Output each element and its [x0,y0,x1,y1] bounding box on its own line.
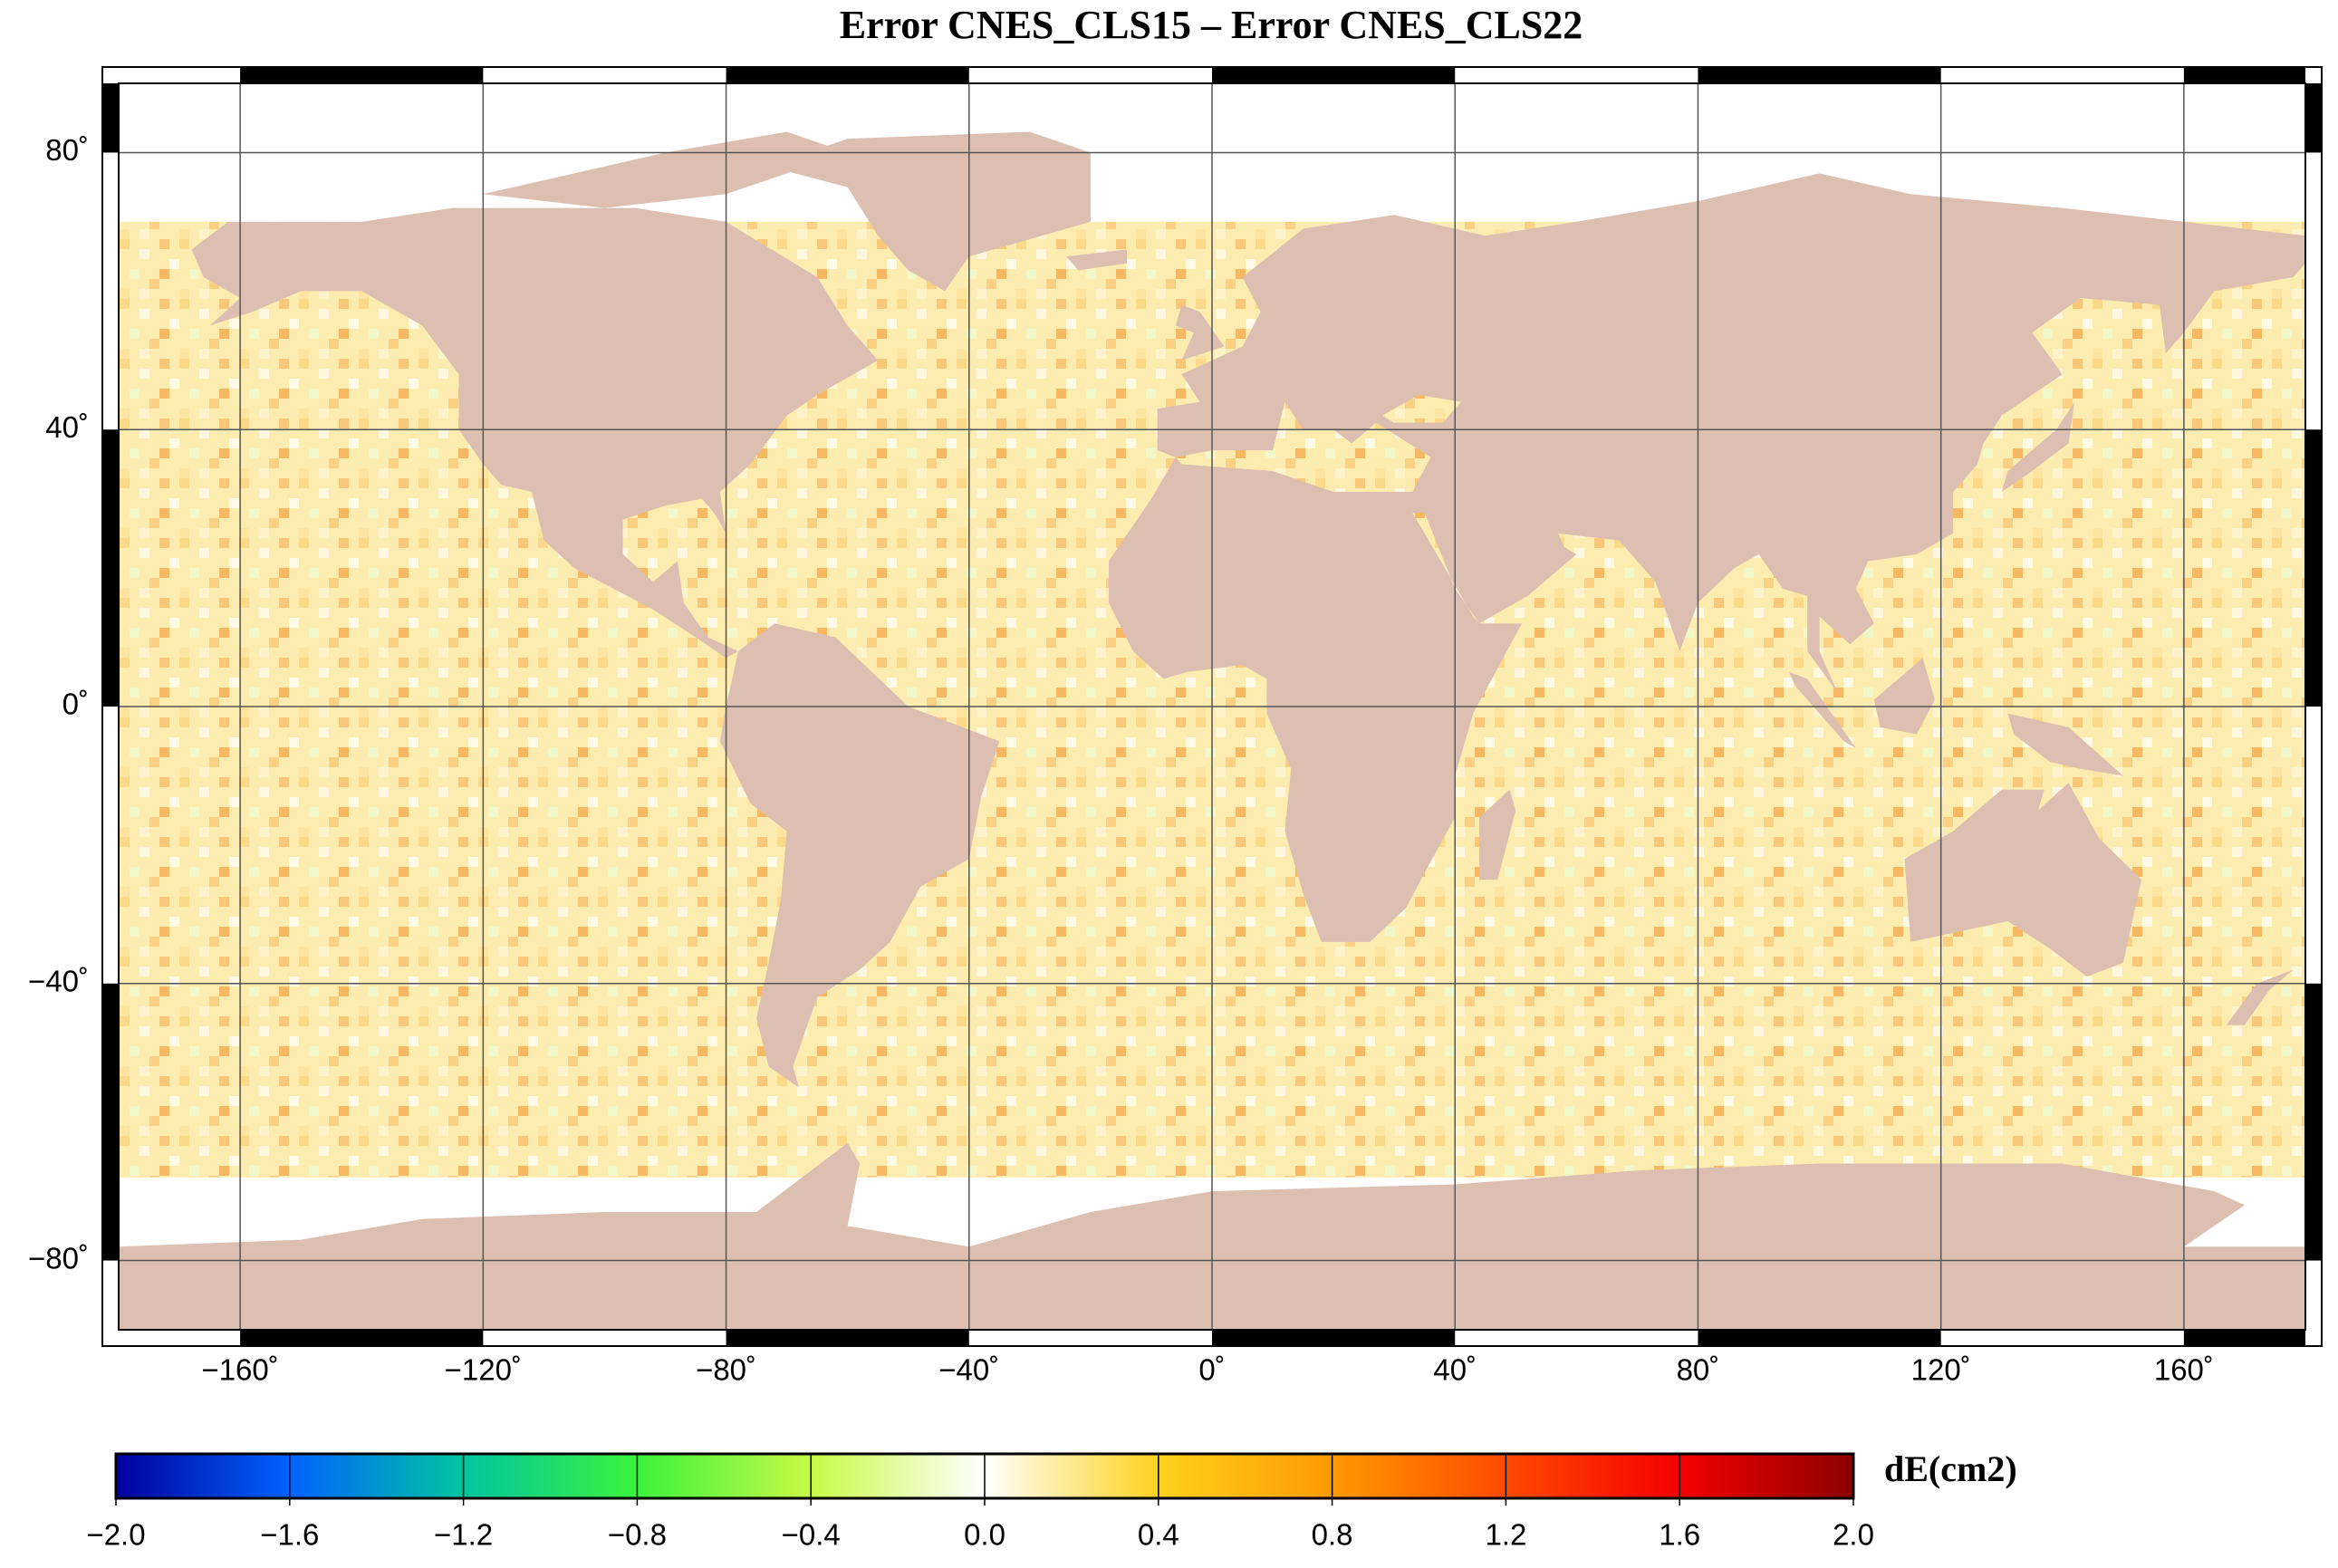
frame-band [240,1330,484,1346]
frame-band [240,67,484,83]
x-tick-label: −120˚ [445,1353,522,1387]
land [1873,658,1935,735]
colorbar-tick-label: 0.4 [1138,1518,1179,1552]
colorbar-label: dE(cm2) [1884,1448,2017,1489]
frame-band [2305,983,2322,1261]
frame-band [2305,429,2322,707]
y-tick-label: 0˚ [63,688,89,721]
frame-band [102,983,119,1261]
colorbar-tick-label: −1.6 [260,1518,319,1552]
land [1066,249,1128,271]
colorbar-tick-label: 1.6 [1659,1518,1700,1552]
colorbar-tick-label: −0.4 [782,1518,841,1552]
sea [1175,401,1431,493]
colorbar-tick-label: −2.0 [86,1518,145,1552]
sea [1412,512,1480,624]
x-tick-label: 120˚ [1911,1353,1971,1387]
map-title: Error CNES_CLS15 – Error CNES_CLS22 [840,3,1583,47]
frame-band [1212,1330,1456,1346]
x-tick-label: 160˚ [2154,1353,2214,1387]
y-tick-label: 80˚ [45,133,89,167]
frame-band [1212,67,1456,83]
land [1904,783,2141,977]
land [483,131,848,208]
x-tick-label: −80˚ [696,1353,756,1387]
colorbar-tick-label: 1.2 [1485,1518,1526,1552]
land [191,207,879,659]
colorbar-tick-label: −0.8 [608,1518,667,1552]
sea [1381,395,1461,423]
land [768,131,1091,292]
frame-band [102,429,119,707]
frame-band [2183,67,2305,83]
colorbar-tick-label: 0.8 [1312,1518,1353,1552]
frame-band [1698,67,1941,83]
x-tick-label: 0˚ [1198,1353,1225,1387]
frame-band [2183,1330,2305,1346]
frame-band [726,1330,969,1346]
land [2001,401,2075,493]
x-tick-label: −160˚ [201,1353,278,1387]
land [2007,713,2123,776]
x-tick-label: −40˚ [938,1353,999,1387]
land [719,623,1000,1088]
frame-band [726,67,969,83]
colorbar-tick-label: 2.0 [1833,1518,1874,1552]
y-tick-label: −40˚ [28,964,89,997]
frame-band [102,83,119,153]
land [1479,789,1516,880]
colorbar-tick-label: −1.2 [434,1518,493,1552]
colorbar-tick-label: 0.0 [964,1518,1005,1552]
land [1789,671,1856,748]
frame-band [2305,83,2322,153]
y-tick-label: −80˚ [28,1241,89,1275]
frame-band [1698,1330,1941,1346]
x-tick-label: 40˚ [1433,1353,1477,1387]
land [1109,173,2305,942]
x-tick-label: 80˚ [1677,1353,1720,1387]
y-tick-label: 40˚ [45,410,89,444]
map-overlay: −160˚ −120˚ −80˚ −40˚ 0˚ 40˚ 80˚ 120˚ 160˚ 80˚ 40˚… [28,66,2323,1552]
